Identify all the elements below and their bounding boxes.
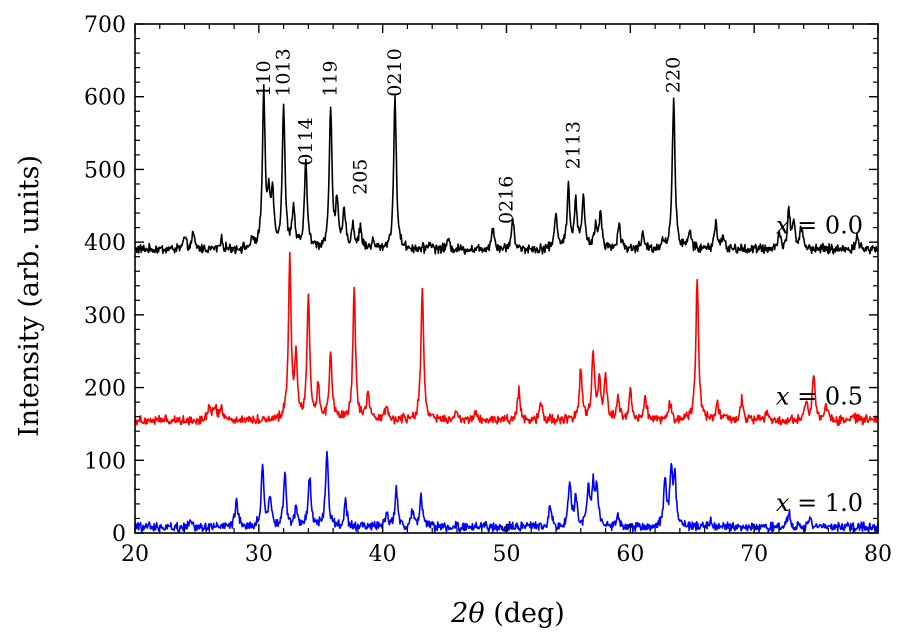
series-line-0: [134, 84, 879, 255]
peak-label-1013: 1013: [273, 48, 295, 96]
peak-label-2113: 2113: [562, 121, 584, 169]
y-tick-label-200: 200: [84, 377, 126, 402]
y-tick-label-100: 100: [84, 449, 126, 474]
y-tick-label-600: 600: [84, 86, 126, 111]
x-axis-title: 2θ (deg): [450, 598, 565, 629]
y-tick-label-500: 500: [84, 158, 126, 183]
x-tick-label-80: 80: [864, 542, 892, 567]
x-tick-label-30: 30: [245, 542, 273, 567]
series-line-1: [134, 251, 879, 427]
y-tick-label-300: 300: [84, 304, 126, 329]
x-tick-label-50: 50: [493, 542, 521, 567]
peak-label-119: 119: [320, 60, 342, 96]
x-tick-label-70: 70: [740, 542, 768, 567]
peak-label-110: 110: [253, 60, 275, 96]
peak-label-0210: 0210: [384, 48, 406, 96]
y-tick-label-0: 0: [112, 522, 126, 547]
y-tick-label-700: 700: [84, 13, 126, 38]
series-label-2: x = 1.0: [776, 489, 863, 517]
plot-frame: [134, 23, 879, 534]
peak-label-0114: 0114: [295, 117, 317, 165]
peak-label-205: 205: [349, 159, 371, 195]
series-layer: [134, 84, 879, 534]
x-tick-label-60: 60: [616, 542, 644, 567]
y-tick-label-400: 400: [84, 231, 126, 256]
peak-label-220: 220: [663, 57, 685, 93]
x-tick-label-20: 20: [121, 542, 149, 567]
x-tick-label-40: 40: [369, 542, 397, 567]
series-line-2: [134, 450, 879, 534]
series-label-1: x = 0.5: [776, 382, 863, 410]
axes-layer: 20 30 40 50 60 70 80 0 100 200 300 400 500 600 700: [84, 13, 892, 567]
peak-label-0216: 0216: [496, 176, 518, 224]
y-axis-title: Intensity (arb. units): [14, 155, 45, 437]
series-label-0: x = 0.0: [776, 211, 863, 239]
